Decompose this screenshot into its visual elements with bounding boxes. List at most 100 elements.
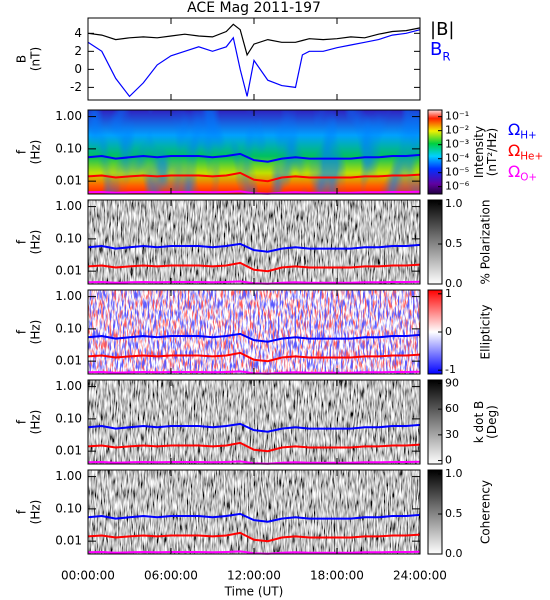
series-line: [87, 23, 421, 57]
colorbar: [427, 469, 443, 555]
y-tick-label: 0.10: [55, 501, 82, 515]
y-tick-label: 1.00: [55, 109, 82, 123]
spectrogram-image: [88, 200, 420, 284]
y-tick-label: 0.01: [55, 444, 82, 458]
legend-label: ΩO+: [508, 162, 537, 184]
colorbar-tick-label: 0.5: [445, 507, 463, 520]
legend-subscript: R: [442, 49, 450, 63]
colorbar-tick-label: 0: [445, 454, 452, 467]
legend-name: Ω: [508, 120, 520, 139]
y-axis-label: (Hz): [29, 410, 43, 435]
legend-label: |B|: [430, 19, 454, 40]
spectrogram-texture: [88, 290, 420, 374]
colorbar: [427, 379, 443, 465]
spectrogram-image: [88, 470, 420, 554]
legend-subscript: H+: [520, 130, 537, 142]
y-axis-label: f: [15, 329, 29, 334]
y-tick-label: -2: [70, 80, 82, 94]
colorbar-label: Intensity: [472, 126, 486, 178]
y-tick-label: 0.10: [55, 411, 82, 425]
y-axis-label: f: [15, 509, 29, 514]
x-axis-label: Time (UT): [224, 585, 284, 599]
legend-label: BR: [430, 39, 450, 63]
colorbar-tick-label: 10⁻²: [445, 124, 469, 137]
colorbar-tick-label: -1: [445, 363, 456, 376]
colorbar-tick-label: 0.5: [445, 237, 463, 250]
y-tick-label: 0.10: [55, 231, 82, 245]
colorbar-tick-label: 1.0: [445, 197, 463, 210]
y-axis-label: f: [15, 419, 29, 424]
series-line: [87, 242, 421, 253]
y-axis-label: f: [15, 239, 29, 244]
series-line: [87, 171, 421, 183]
colorbar-label: (nT²/Hz): [485, 128, 499, 176]
spectrogram-image: [88, 380, 420, 464]
legend-name: B: [430, 39, 442, 60]
colorbar-tick-label: 10⁻⁴: [445, 152, 470, 165]
colorbar: [427, 199, 443, 285]
x-tick-label: 18:00:00: [310, 569, 364, 583]
y-tick-label: 0.10: [55, 321, 82, 335]
series-line: [87, 29, 421, 98]
y-axis-label: (Hz): [29, 500, 43, 525]
y-tick-label: 0.01: [55, 264, 82, 278]
colorbar: [427, 109, 443, 195]
y-axis-label: (nT): [29, 47, 43, 71]
legend-name: Ω: [508, 141, 520, 160]
series-line: [87, 512, 421, 523]
x-tick-label: 00:00:00: [61, 569, 115, 583]
legend-name: |B|: [430, 19, 454, 40]
x-tick-label: 24:00:00: [393, 569, 447, 583]
series-line: [87, 152, 421, 163]
colorbar-tick-label: 1.0: [445, 467, 463, 480]
y-tick-label: 0.01: [55, 174, 82, 188]
y-axis-label: (Hz): [29, 230, 43, 255]
y-tick-label: 1.00: [55, 289, 82, 303]
series-line: [87, 531, 421, 543]
colorbar-tick-label: 0: [445, 325, 452, 338]
x-tick-label: 06:00:00: [144, 569, 198, 583]
colorbar-tick-label: 0.0: [445, 547, 463, 560]
y-tick-label: 4: [74, 26, 82, 40]
colorbar-tick-label: 10⁻¹: [445, 110, 469, 123]
series-line: [87, 422, 421, 433]
legend-label: ΩH+: [508, 120, 537, 142]
y-tick-label: 1.00: [55, 469, 82, 483]
y-axis-label: (Hz): [29, 140, 43, 165]
colorbar-tick-label: 0.0: [445, 277, 463, 290]
legend-label: ΩHe+: [508, 141, 543, 163]
y-tick-label: 0.10: [55, 141, 82, 155]
y-tick-label: 0.01: [55, 354, 82, 368]
y-tick-label: 1.00: [55, 379, 82, 393]
colorbar-label: (Deg): [485, 405, 499, 439]
colorbar-label: Ellipticity: [479, 305, 493, 360]
series-line: [87, 441, 421, 453]
colorbar-tick-label: 1: [445, 287, 452, 300]
legend-subscript: He+: [520, 151, 543, 163]
chart-title: ACE Mag 2011-197: [187, 0, 321, 16]
colorbar-label: k dot B: [472, 401, 486, 443]
series-line: [87, 261, 421, 273]
colorbar-label: Coherency: [479, 480, 493, 544]
colorbar-tick-label: 10⁻⁵: [445, 166, 469, 179]
colorbar-tick-label: 10⁻³: [445, 138, 469, 151]
colorbar-label: % Polarization: [479, 200, 493, 285]
colorbar-tick-label: 10⁻⁶: [445, 180, 470, 193]
colorbar-tick-label: 90: [445, 376, 459, 389]
y-tick-label: 0: [74, 62, 82, 76]
legend-name: Ω: [508, 162, 520, 181]
y-axis-label: f: [15, 149, 29, 154]
y-tick-label: 0.01: [55, 534, 82, 548]
y-tick-label: 1.00: [55, 199, 82, 213]
series-line: [87, 351, 421, 363]
colorbar-tick-label: 30: [445, 428, 459, 441]
spectrogram-texture: [88, 110, 420, 194]
x-tick-label: 12:00:00: [227, 569, 281, 583]
colorbar-tick-label: 60: [445, 402, 459, 415]
y-axis-label: B: [15, 55, 29, 63]
series-line: [87, 332, 421, 343]
y-tick-label: 2: [74, 44, 82, 58]
legend-subscript: O+: [520, 172, 537, 184]
y-axis-label: (Hz): [29, 320, 43, 345]
